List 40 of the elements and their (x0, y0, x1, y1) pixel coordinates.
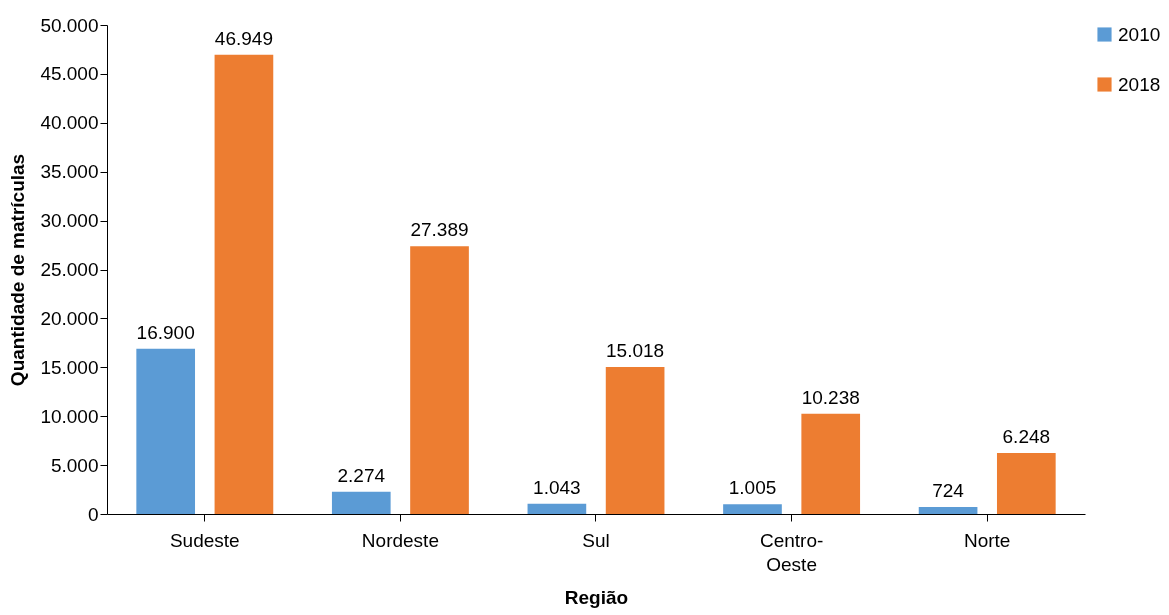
bar (331, 491, 391, 514)
y-tick-label: 45.000 (40, 63, 99, 85)
bar (723, 504, 782, 514)
data-label: 6.248 (1002, 425, 1051, 447)
bar (996, 452, 1056, 514)
bar (214, 54, 274, 514)
data-label: 27.389 (410, 219, 469, 241)
y-tick-label: 25.000 (40, 259, 99, 280)
y-tick-label: 30.000 (40, 210, 99, 232)
x-tick-label: Centro-Oeste (759, 529, 824, 575)
legend-label: 2018 (1118, 73, 1161, 95)
x-tick-label: Sul (582, 529, 610, 551)
bar (410, 246, 469, 514)
y-axis-title: Quantidade de matrículas (7, 153, 29, 387)
data-label: 10.238 (801, 386, 860, 408)
y-tick-label: 10.000 (40, 405, 99, 427)
bar (605, 367, 665, 514)
x-axis-title: Região (564, 586, 629, 608)
data-label: 2.274 (337, 464, 386, 486)
y-tick-label: 50.000 (40, 14, 99, 36)
data-label: 15.018 (606, 340, 665, 362)
y-tick-label: 5.000 (50, 454, 99, 476)
data-label: 724 (932, 479, 965, 501)
data-label: 46.949 (214, 27, 273, 49)
bar (136, 348, 196, 514)
y-tick-label: 0 (87, 503, 99, 525)
bar (801, 413, 861, 514)
data-label: 16.900 (136, 321, 195, 343)
x-tick-label: Norte (963, 529, 1011, 551)
data-label: 1.043 (533, 476, 581, 498)
x-tick-label: Sudeste (169, 529, 240, 551)
bar (527, 503, 587, 514)
y-tick-label: 35.000 (40, 161, 99, 183)
y-tick-label: 20.000 (40, 307, 99, 329)
y-tick-label: 40.000 (40, 112, 99, 134)
x-tick-label: Nordeste (361, 529, 439, 551)
data-label: 1.005 (728, 477, 777, 499)
bar (918, 506, 978, 514)
y-tick-label: 15.000 (40, 356, 99, 378)
legend-label: 2010 (1118, 23, 1161, 45)
